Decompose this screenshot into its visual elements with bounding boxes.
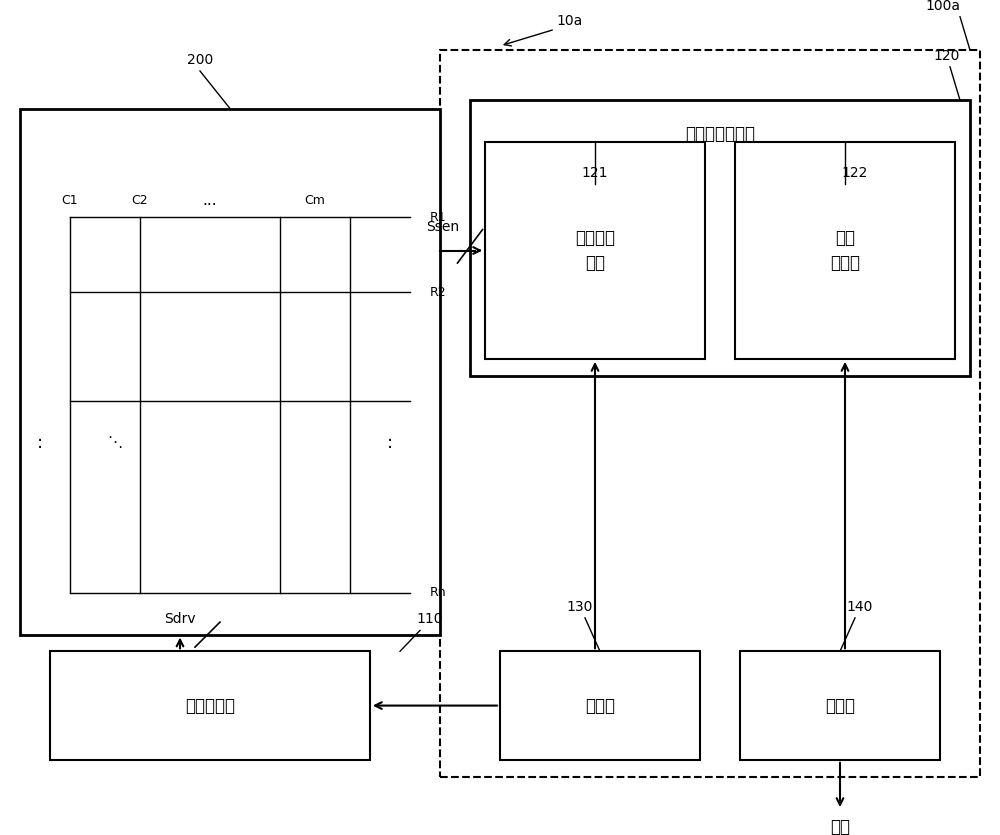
Text: 偏移取消
电路: 偏移取消 电路: [575, 229, 615, 272]
Text: Sdrv: Sdrv: [164, 612, 196, 626]
Text: 处理器: 处理器: [825, 696, 855, 715]
Text: :: :: [387, 433, 393, 452]
Text: Cm: Cm: [305, 194, 325, 207]
Text: ...: ...: [203, 193, 217, 208]
Text: R1: R1: [430, 210, 447, 224]
Bar: [485, 142, 705, 359]
Bar: [735, 142, 955, 359]
Bar: [500, 651, 700, 760]
Text: ⋱: ⋱: [107, 435, 123, 450]
Text: 主机: 主机: [830, 818, 850, 835]
Text: 140: 140: [847, 600, 873, 614]
Text: 电荷
放大器: 电荷 放大器: [830, 229, 860, 272]
Bar: [440, 50, 980, 777]
Text: 控制器: 控制器: [585, 696, 615, 715]
Bar: [740, 651, 940, 760]
Text: C2: C2: [132, 194, 148, 207]
Text: 130: 130: [567, 600, 593, 614]
Text: 10a: 10a: [557, 14, 583, 28]
Text: :: :: [37, 433, 43, 452]
Text: 122: 122: [842, 165, 868, 180]
Text: 感测信号接收器: 感测信号接收器: [685, 124, 755, 143]
Text: C1: C1: [62, 194, 78, 207]
Text: Rn: Rn: [430, 586, 447, 600]
Text: 通道驱动器: 通道驱动器: [185, 696, 235, 715]
Bar: [20, 109, 440, 635]
Bar: [470, 100, 970, 376]
Text: Ssen: Ssen: [426, 220, 459, 234]
Text: 110: 110: [417, 612, 443, 626]
Text: 120: 120: [934, 48, 960, 63]
Text: R2: R2: [430, 286, 447, 299]
Bar: [50, 651, 370, 760]
Text: 100a: 100a: [925, 0, 960, 13]
Text: 200: 200: [187, 53, 213, 67]
Text: 121: 121: [582, 165, 608, 180]
